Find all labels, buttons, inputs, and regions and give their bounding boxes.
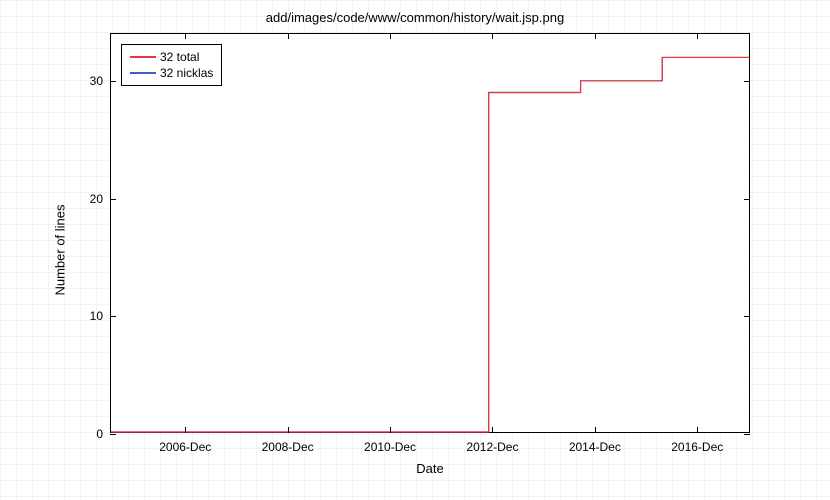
x-tick-mark-top — [390, 33, 391, 39]
legend-label: 32 nicklas — [160, 66, 213, 80]
x-tick-mark-top — [288, 33, 289, 39]
x-tick-label: 2010-Dec — [364, 432, 416, 454]
y-tick-mark — [110, 81, 116, 82]
x-tick-mark — [492, 427, 493, 433]
y-tick-mark-right — [744, 199, 750, 200]
x-tick-mark-top — [595, 33, 596, 39]
legend: 32 total 32 nicklas — [121, 44, 222, 86]
legend-item: 32 total — [130, 49, 213, 65]
x-tick-label: 2008-Dec — [262, 432, 314, 454]
y-tick-mark-right — [744, 316, 750, 317]
y-tick-mark — [110, 434, 116, 435]
x-tick-mark — [288, 427, 289, 433]
x-tick-label: 2006-Dec — [159, 432, 211, 454]
y-tick-mark-right — [744, 81, 750, 82]
legend-swatch — [130, 56, 156, 58]
legend-label: 32 total — [160, 50, 199, 64]
x-tick-mark-top — [697, 33, 698, 39]
x-tick-label: 2016-Dec — [671, 432, 723, 454]
series-line-total — [111, 57, 749, 432]
x-tick-label: 2012-Dec — [466, 432, 518, 454]
y-tick-mark — [110, 316, 116, 317]
x-axis-label: Date — [110, 461, 750, 476]
y-tick-mark — [110, 199, 116, 200]
x-tick-mark — [185, 427, 186, 433]
y-tick-mark-right — [744, 434, 750, 435]
x-tick-mark-top — [185, 33, 186, 39]
chart-container: add/images/code/www/common/history/wait.… — [45, 10, 785, 490]
x-tick-mark — [697, 427, 698, 433]
y-tick-label: 30 — [90, 74, 111, 88]
y-axis-label: Number of lines — [53, 190, 68, 310]
y-tick-label: 10 — [90, 309, 111, 323]
series-line-nicklas — [111, 57, 749, 432]
y-tick-label: 0 — [96, 427, 111, 441]
legend-swatch — [130, 72, 156, 74]
x-tick-mark — [390, 427, 391, 433]
chart-title: add/images/code/www/common/history/wait.… — [45, 10, 785, 25]
x-tick-mark — [595, 427, 596, 433]
x-tick-mark-top — [492, 33, 493, 39]
legend-item: 32 nicklas — [130, 65, 213, 81]
chart-lines — [111, 34, 749, 432]
y-tick-label: 20 — [90, 192, 111, 206]
plot-area: 32 total32 nicklas 01020302006-Dec2008-D… — [110, 33, 750, 433]
x-tick-label: 2014-Dec — [569, 432, 621, 454]
